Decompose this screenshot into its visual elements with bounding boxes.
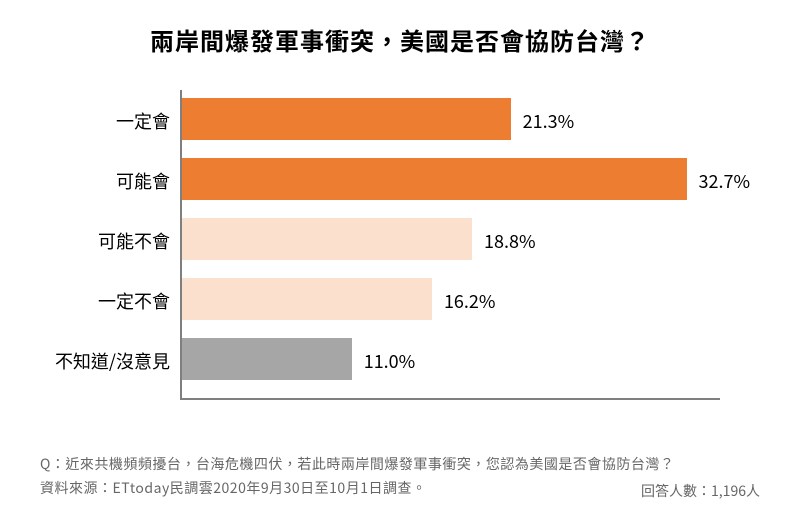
bar-value-label: 21.3% (523, 108, 575, 134)
bar-value-label: 18.8% (484, 228, 536, 254)
bar (182, 338, 352, 380)
bar (182, 278, 432, 320)
chart-area: 21.3%32.7%18.8%16.2%11.0% 一定會可能會可能不會一定不會… (70, 80, 740, 420)
plot-region: 21.3%32.7%18.8%16.2%11.0% (180, 90, 720, 400)
bar (182, 158, 687, 200)
category-label: 一定不會 (98, 288, 170, 314)
bar (182, 218, 472, 260)
footer-text: Q：近來共機頻頻擾台，台海危機四伏，若此時兩岸間爆發軍事衝突，您認為美國是否會協… (40, 453, 674, 501)
category-label: 一定會 (116, 108, 170, 134)
footer-respondents: 回答人數：1,196人 (641, 481, 760, 501)
footer-source: 資料來源：ETtoday民調雲2020年9月30日至10月1日調查。 (40, 477, 674, 501)
category-label: 可能會 (116, 168, 170, 194)
bar-value-label: 32.7% (699, 168, 751, 194)
bar-value-label: 11.0% (364, 348, 416, 374)
category-label: 可能不會 (98, 228, 170, 254)
footer-question: Q：近來共機頻頻擾台，台海危機四伏，若此時兩岸間爆發軍事衝突，您認為美國是否會協… (40, 453, 674, 477)
bar-value-label: 16.2% (444, 288, 496, 314)
chart-title: 兩岸間爆發軍事衝突，美國是否會協防台灣？ (0, 0, 800, 57)
bar (182, 98, 511, 140)
category-label: 不知道/沒意見 (55, 348, 170, 374)
